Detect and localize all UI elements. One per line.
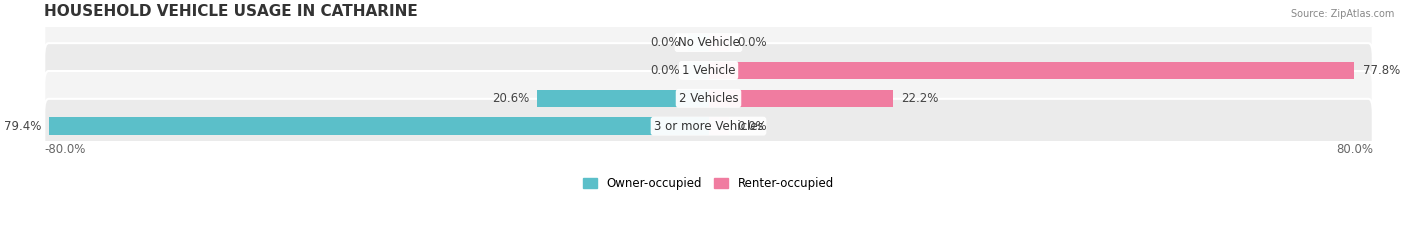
Text: No Vehicle: No Vehicle (678, 36, 740, 49)
Text: 77.8%: 77.8% (1362, 64, 1400, 77)
Bar (709, 34, 730, 51)
Text: 80.0%: 80.0% (1336, 143, 1372, 156)
Text: 0.0%: 0.0% (650, 64, 679, 77)
Bar (688, 34, 709, 51)
Text: 22.2%: 22.2% (901, 92, 939, 105)
Text: 20.6%: 20.6% (492, 92, 529, 105)
Bar (709, 117, 730, 135)
Bar (709, 90, 893, 107)
Text: Source: ZipAtlas.com: Source: ZipAtlas.com (1291, 9, 1395, 19)
Text: 79.4%: 79.4% (4, 120, 41, 133)
Bar (49, 117, 709, 135)
FancyBboxPatch shape (44, 71, 1372, 126)
Text: 3 or more Vehicles: 3 or more Vehicles (654, 120, 763, 133)
Legend: Owner-occupied, Renter-occupied: Owner-occupied, Renter-occupied (578, 172, 838, 195)
FancyBboxPatch shape (44, 43, 1372, 98)
Bar (537, 90, 709, 107)
FancyBboxPatch shape (44, 15, 1372, 70)
Text: HOUSEHOLD VEHICLE USAGE IN CATHARINE: HOUSEHOLD VEHICLE USAGE IN CATHARINE (44, 4, 418, 19)
Bar (709, 62, 1354, 79)
Text: 0.0%: 0.0% (650, 36, 679, 49)
FancyBboxPatch shape (44, 99, 1372, 153)
Text: 0.0%: 0.0% (738, 36, 768, 49)
Text: -80.0%: -80.0% (44, 143, 86, 156)
Text: 2 Vehicles: 2 Vehicles (679, 92, 738, 105)
Text: 1 Vehicle: 1 Vehicle (682, 64, 735, 77)
Text: 0.0%: 0.0% (738, 120, 768, 133)
Bar (688, 62, 709, 79)
